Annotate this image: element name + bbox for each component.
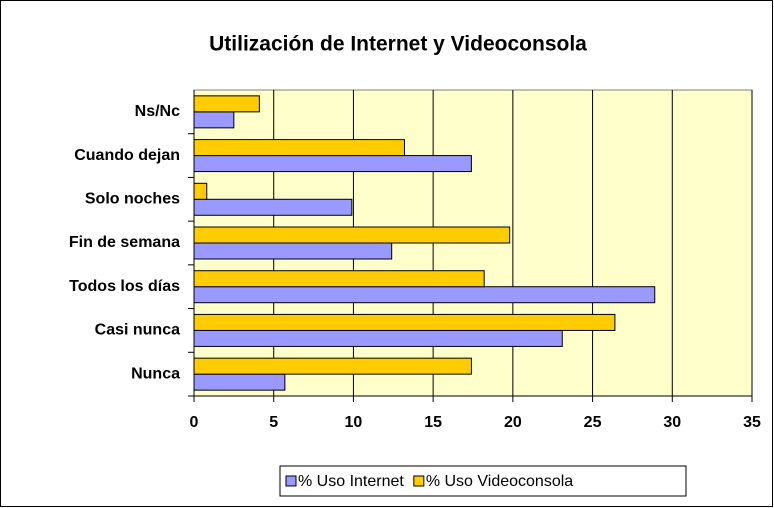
- legend-box: [279, 465, 687, 497]
- bar: [193, 373, 286, 391]
- bar: [193, 111, 235, 129]
- y-tick-label: Nunca: [131, 365, 180, 382]
- bar: [193, 286, 656, 304]
- bar: [193, 182, 208, 200]
- bar: [193, 313, 616, 331]
- bar: [193, 95, 260, 113]
- x-tick-label: 35: [743, 414, 761, 431]
- y-tick-label: Fin de semana: [69, 234, 180, 251]
- y-tick-label: Solo noches: [85, 191, 180, 208]
- x-tick-label: 10: [345, 414, 363, 431]
- x-tick-label: 15: [424, 414, 442, 431]
- bar: [193, 226, 511, 244]
- legend-swatch: [285, 475, 297, 487]
- legend-label: % Uso Videoconsola: [426, 473, 573, 490]
- bar: [193, 242, 393, 260]
- y-tick-label: Casi nunca: [95, 322, 180, 339]
- bar: [193, 329, 563, 347]
- y-tick-label: Cuando dejan: [74, 147, 180, 164]
- bar: [193, 270, 485, 288]
- x-tick-label: 30: [663, 414, 681, 431]
- bar: [193, 357, 472, 375]
- x-tick-label: 20: [504, 414, 522, 431]
- bar: [193, 139, 405, 157]
- x-tick-label: 0: [190, 414, 199, 431]
- x-tick-label: 5: [269, 414, 278, 431]
- bar: [193, 155, 472, 173]
- chart-title: Utilización de Internet y Videoconsola: [209, 33, 587, 56]
- x-tick-label: 25: [584, 414, 602, 431]
- bar: [193, 198, 353, 216]
- legend-label: % Uso Internet: [298, 473, 404, 490]
- legend-swatch: [413, 475, 425, 487]
- y-tick-label: Todos los días: [69, 278, 180, 295]
- y-tick-label: Ns/Nc: [135, 103, 180, 120]
